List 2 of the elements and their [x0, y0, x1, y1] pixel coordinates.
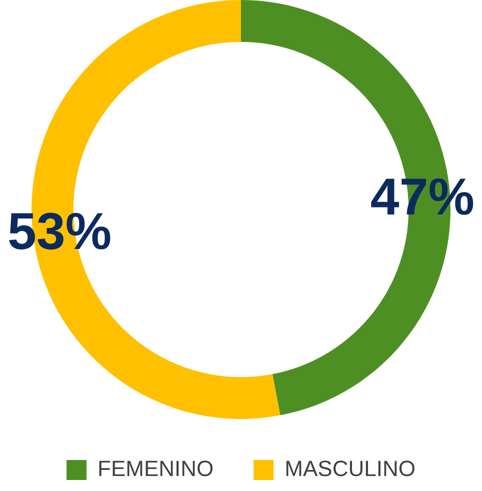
- legend-label: MASCULINO: [284, 456, 416, 482]
- legend-label: FEMENINO: [98, 456, 214, 482]
